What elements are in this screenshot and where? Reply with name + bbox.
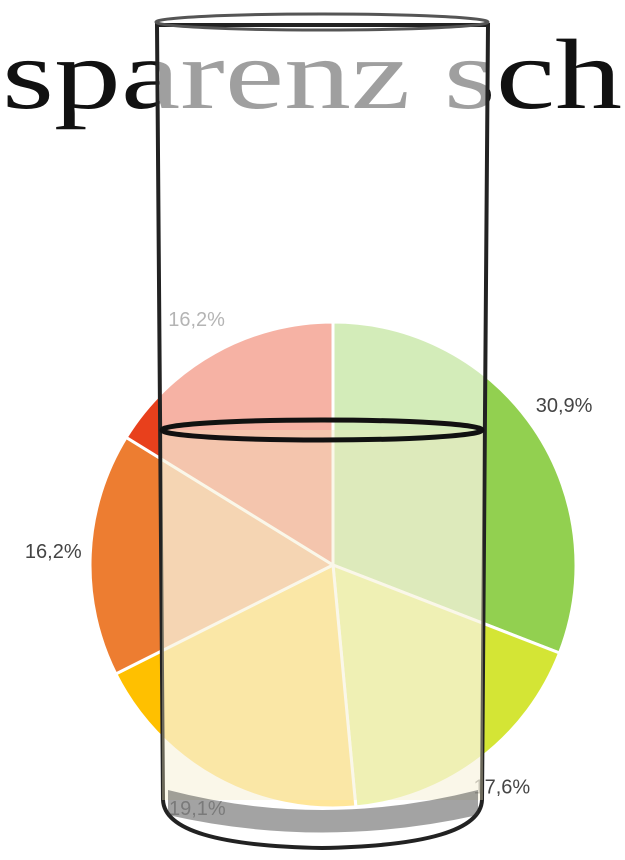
data-label: 17,6% — [473, 777, 530, 799]
glass — [154, 12, 491, 851]
data-label: 16,2% — [25, 541, 82, 563]
water-line — [159, 417, 485, 443]
glass-base — [168, 790, 478, 833]
glass-body — [154, 23, 491, 851]
water — [162, 430, 483, 800]
glass-rim — [154, 12, 490, 32]
data-label: 30,9% — [536, 395, 593, 417]
